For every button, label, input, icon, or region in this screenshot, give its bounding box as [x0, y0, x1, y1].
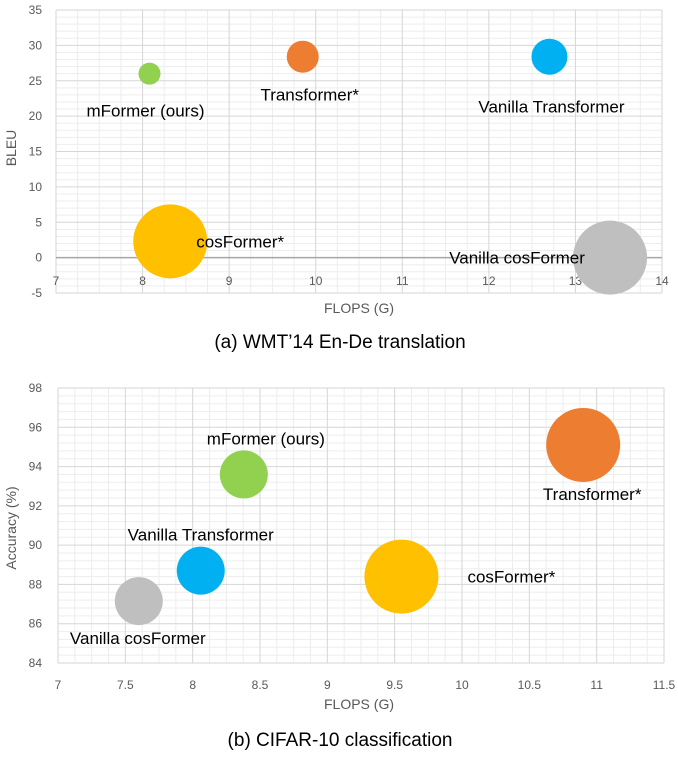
x-tick-label: 7 — [55, 678, 62, 692]
y-tick-label: 96 — [29, 420, 43, 434]
x-tick-label: 12 — [482, 274, 496, 288]
x-tick-label: 7 — [53, 274, 60, 288]
data-point-label: Vanilla Transformer — [128, 526, 274, 545]
x-tick-label: 11 — [590, 678, 603, 692]
x-axis-label: FLOPS (G) — [324, 696, 394, 712]
y-tick-label: 86 — [29, 617, 43, 631]
y-tick-label: 10 — [29, 180, 43, 194]
data-point-label: Transformer* — [260, 86, 359, 105]
y-tick-label: -5 — [31, 286, 42, 300]
data-point-label: Vanilla Transformer — [478, 98, 624, 117]
grid — [57, 387, 665, 664]
y-tick-label: 92 — [29, 499, 43, 513]
x-tick-label: 9 — [226, 274, 233, 288]
x-tick-label: 10.5 — [518, 678, 542, 692]
chart-wmt14: BLEU FLOPS (G) (a) WMT’14 En-De translat… — [3, 3, 669, 353]
y-tick-label: 5 — [35, 215, 42, 229]
chart-caption: (b) CIFAR-10 classification — [228, 730, 453, 751]
y-tick-label: 30 — [29, 38, 43, 52]
y-axis-label: BLEU — [3, 130, 19, 167]
y-tick-label: 90 — [29, 538, 43, 552]
data-point-label: mFormer (ours) — [86, 102, 204, 121]
data-point-bubble — [133, 204, 208, 279]
y-tick-label: 15 — [29, 145, 43, 159]
y-tick-label: 35 — [29, 3, 43, 17]
y-tick-label: 0 — [35, 251, 42, 265]
x-tick-label: 11 — [396, 274, 409, 288]
data-point-label: Vanilla cosFormer — [449, 249, 585, 268]
y-tick-label: 84 — [29, 656, 43, 670]
y-tick-label: 98 — [29, 381, 43, 395]
chart-cifar10: Accuracy (%) FLOPS (G) (b) CIFAR-10 clas… — [3, 381, 676, 751]
data-point-bubble — [286, 40, 319, 73]
data-point-label: cosFormer* — [196, 232, 284, 251]
x-tick-label: 9 — [324, 678, 331, 692]
data-point-bubble — [176, 546, 225, 595]
x-tick-label: 11.5 — [653, 678, 676, 692]
data-point-bubble — [114, 577, 163, 626]
data-point-label: Vanilla cosFormer — [70, 629, 206, 648]
y-tick-label: 20 — [29, 109, 43, 123]
data-point-label: Transformer* — [543, 485, 642, 504]
data-point-bubble — [546, 407, 621, 482]
y-axis-label: Accuracy (%) — [3, 486, 19, 569]
data-point-bubble — [573, 220, 648, 295]
x-tick-label: 8.5 — [252, 678, 269, 692]
y-tick-label: 25 — [29, 74, 43, 88]
data-point-label: mFormer (ours) — [207, 429, 325, 448]
x-tick-label: 10 — [455, 678, 469, 692]
x-axis-label: FLOPS (G) — [324, 300, 394, 316]
data-point-bubble — [531, 38, 568, 75]
data-point-label: cosFormer* — [467, 568, 555, 587]
x-tick-label: 8 — [189, 678, 196, 692]
x-tick-label: 9.5 — [386, 678, 403, 692]
chart-caption: (a) WMT’14 En-De translation — [214, 332, 465, 353]
x-tick-label: 8 — [139, 274, 146, 288]
x-tick-label: 10 — [309, 274, 323, 288]
x-tick-label: 14 — [655, 274, 669, 288]
y-tick-label: 94 — [29, 460, 43, 474]
data-point-bubble — [219, 450, 268, 499]
data-point-bubble — [364, 539, 439, 614]
data-point-bubble — [138, 62, 161, 85]
x-tick-label: 7.5 — [117, 678, 134, 692]
y-tick-label: 88 — [29, 577, 43, 591]
